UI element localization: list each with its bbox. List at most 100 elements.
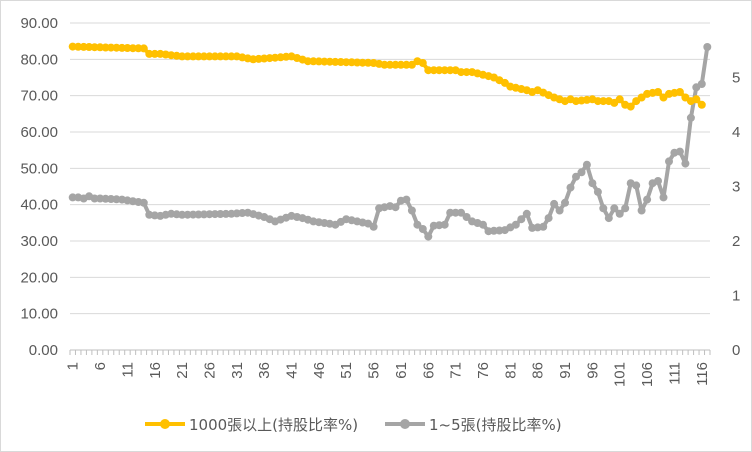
series-point <box>440 220 449 229</box>
series-point <box>440 66 449 75</box>
x-axis-tick-label: 91 <box>557 362 574 379</box>
series-point <box>621 204 630 213</box>
x-axis-tick-label: 51 <box>338 362 355 379</box>
right-axis-tick-label: 0 <box>732 342 740 359</box>
series-point <box>626 102 635 111</box>
right-axis-tick-label: 2 <box>732 233 740 250</box>
series-point <box>675 147 684 156</box>
series-point <box>462 68 471 77</box>
series-point <box>697 80 706 88</box>
series-point <box>659 193 668 202</box>
left-axis-tick-label: 0.00 <box>29 342 58 359</box>
x-axis-tick-label: 61 <box>393 362 410 379</box>
series-point <box>566 183 575 192</box>
series-point <box>451 208 460 217</box>
series-point <box>139 198 148 207</box>
series-point <box>386 60 394 69</box>
left-axis-tick-label: 20.00 <box>20 269 58 286</box>
series-point <box>582 160 591 169</box>
x-axis-tick-label: 86 <box>530 362 547 379</box>
series-point <box>511 220 520 229</box>
series-point <box>675 88 684 96</box>
series-point <box>665 157 673 166</box>
series-point <box>90 194 99 203</box>
series-point <box>686 113 695 122</box>
x-axis-tick-label: 66 <box>420 362 437 379</box>
series-point <box>599 97 608 106</box>
series-point <box>692 95 701 104</box>
right-axis-tick-label: 1 <box>732 288 740 305</box>
series-point <box>572 172 580 181</box>
series-point <box>369 222 378 231</box>
series-point <box>145 49 154 58</box>
series-point <box>194 52 203 61</box>
x-axis-tick-label: 1 <box>65 362 82 370</box>
series-point <box>697 100 706 109</box>
x-axis-tick-label: 31 <box>229 362 246 379</box>
series-point <box>221 52 230 61</box>
left-axis-tick-label: 40.00 <box>20 197 58 214</box>
series-point <box>599 204 608 213</box>
left-axis-tick-label: 30.00 <box>20 233 58 250</box>
series-point <box>424 66 433 75</box>
series-point <box>555 206 564 215</box>
series-point <box>200 52 208 61</box>
left-axis-tick-label: 10.00 <box>20 306 58 323</box>
x-axis-tick-label: 111 <box>666 362 683 385</box>
x-axis-tick-label: 41 <box>284 362 301 379</box>
x-axis-tick-label: 106 <box>639 362 656 387</box>
series-point <box>654 88 662 96</box>
series-point <box>593 187 602 196</box>
series-point <box>407 206 416 215</box>
series-point <box>544 214 553 223</box>
series-point <box>462 213 471 221</box>
series-point <box>402 60 411 69</box>
series-point <box>178 52 187 61</box>
x-axis-tick-label: 81 <box>502 362 519 379</box>
right-axis-tick-label: 3 <box>732 179 740 196</box>
x-axis-tick-label: 16 <box>147 362 164 379</box>
x-axis-tick-label: 11 <box>119 362 136 378</box>
series-point <box>68 193 77 202</box>
series-point <box>216 52 225 61</box>
legend-label: 1~5張(持股比率%) <box>429 416 562 434</box>
series-point <box>604 214 613 223</box>
series-point <box>479 220 487 229</box>
x-axis-tick-label: 21 <box>174 362 191 379</box>
series-point <box>643 195 652 204</box>
series-point <box>205 52 214 61</box>
series-point <box>681 159 690 168</box>
series-point <box>391 203 400 212</box>
series-point <box>703 43 712 51</box>
x-axis-tick-label: 116 <box>694 362 711 386</box>
series-point <box>550 199 559 208</box>
series-point <box>577 168 586 177</box>
series-point <box>610 204 619 213</box>
series-point <box>150 49 159 58</box>
series-point <box>139 44 148 53</box>
series-point <box>457 68 466 77</box>
series-point <box>413 220 422 229</box>
x-axis-tick-label: 26 <box>201 362 218 379</box>
series-point <box>402 195 411 204</box>
series-point <box>632 181 641 190</box>
left-axis-tick-label: 80.00 <box>20 51 58 68</box>
legend-swatch-marker <box>400 419 410 429</box>
series-point <box>396 60 405 69</box>
series-point <box>588 179 597 188</box>
series-point <box>418 59 427 67</box>
left-axis-tick-label: 70.00 <box>20 88 58 105</box>
legend-label: 1000張以上(持股比率%) <box>189 416 358 434</box>
series-point <box>654 177 662 185</box>
series-point <box>517 215 526 224</box>
series-point <box>561 198 569 207</box>
legend-swatch-marker <box>160 419 170 429</box>
x-axis-tick-label: 96 <box>584 362 601 379</box>
series-point <box>435 66 444 75</box>
x-axis-tick-label: 76 <box>475 362 492 379</box>
right-axis-tick-label: 5 <box>732 70 740 87</box>
left-axis-tick-label: 60.00 <box>20 124 58 141</box>
series-point <box>418 225 427 233</box>
x-axis-tick-label: 46 <box>311 362 328 379</box>
